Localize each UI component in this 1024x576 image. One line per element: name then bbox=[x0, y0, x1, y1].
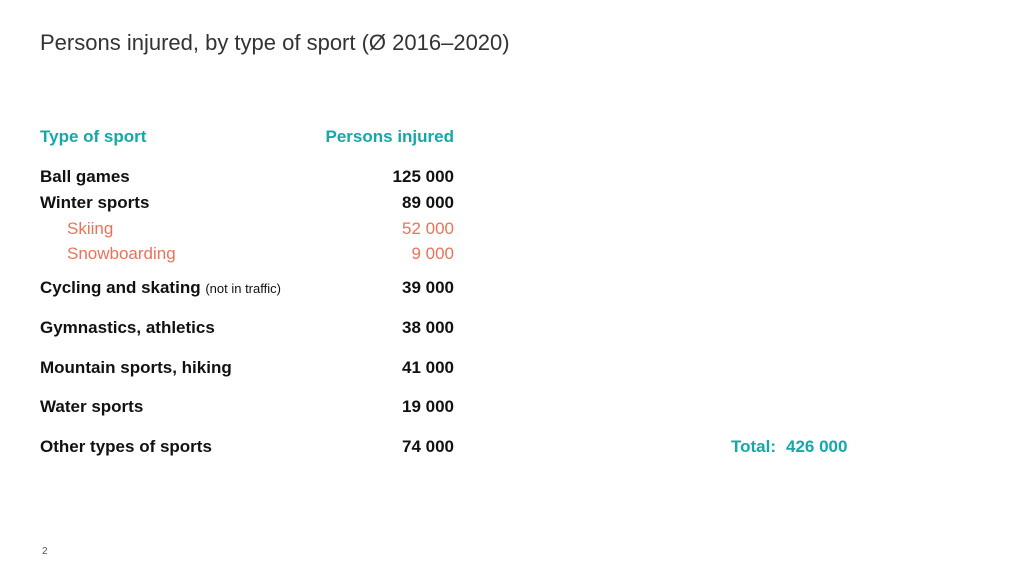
row-label-other-sports: Other types of sports bbox=[40, 437, 212, 456]
column-header-injured: Persons injured bbox=[325, 127, 454, 146]
row-note-not-in-traffic: (not in traffic) bbox=[205, 281, 281, 296]
page-number: 2 bbox=[42, 546, 48, 557]
total-value: 426 000 bbox=[786, 437, 848, 456]
row-label-cycling-skating-text: Cycling and skating bbox=[40, 278, 201, 297]
total-label: Total: bbox=[731, 437, 777, 456]
row-label-mountain-sports: Mountain sports, hiking bbox=[40, 358, 232, 377]
row-label-snowboarding: Snowboarding bbox=[67, 244, 176, 263]
row-value-skiing: 52 000 bbox=[402, 219, 454, 238]
row-label-water-sports: Water sports bbox=[40, 397, 144, 416]
row-value-snowboarding: 9 000 bbox=[411, 244, 454, 263]
row-label-cycling-skating: Cycling and skating (not in traffic) bbox=[40, 278, 281, 298]
column-header-sport: Type of sport bbox=[40, 127, 147, 146]
row-label-ball-games: Ball games bbox=[40, 167, 130, 186]
page-title: Persons injured, by type of sport (Ø 201… bbox=[40, 30, 510, 55]
row-label-winter-sports: Winter sports bbox=[40, 193, 150, 212]
row-value-ball-games: 125 000 bbox=[392, 167, 454, 186]
row-value-water-sports: 19 000 bbox=[402, 397, 454, 416]
total: Total: 426 000 bbox=[731, 437, 847, 457]
row-value-winter-sports: 89 000 bbox=[402, 193, 454, 212]
row-value-mountain-sports: 41 000 bbox=[402, 358, 454, 377]
row-value-other-sports: 74 000 bbox=[402, 437, 454, 456]
row-value-gymnastics: 38 000 bbox=[402, 318, 454, 337]
row-label-skiing: Skiing bbox=[67, 219, 114, 238]
row-label-gymnastics: Gymnastics, athletics bbox=[40, 318, 215, 337]
row-value-cycling-skating: 39 000 bbox=[402, 278, 454, 297]
